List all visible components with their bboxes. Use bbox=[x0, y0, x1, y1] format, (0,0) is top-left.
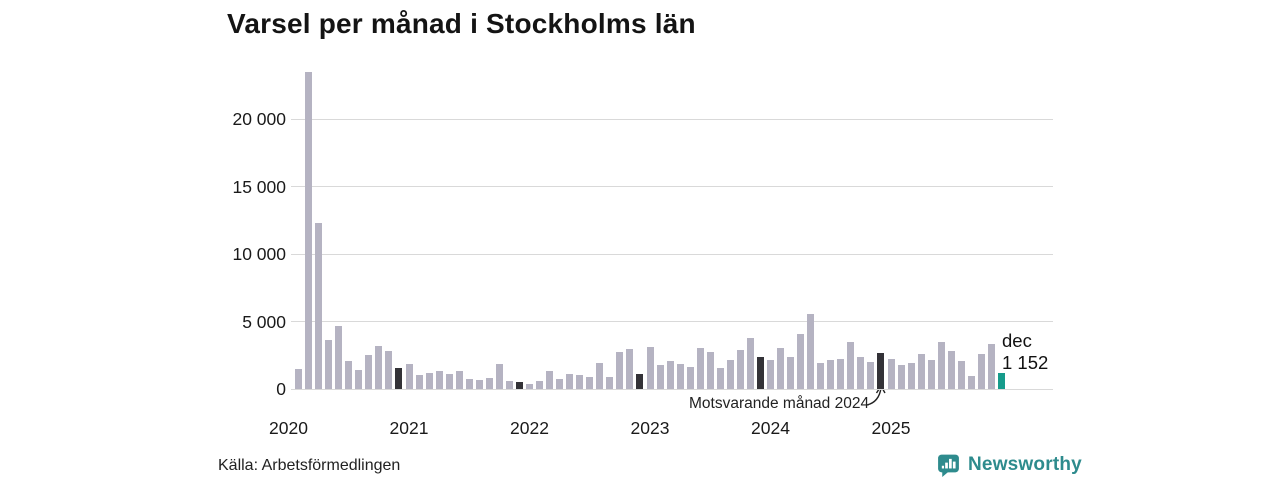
bar-2020-06 bbox=[335, 325, 343, 389]
bar-2023-02 bbox=[656, 364, 664, 389]
bar-2021-08 bbox=[475, 380, 483, 389]
bar-2023-11 bbox=[746, 337, 754, 389]
y-tick-label: 15 000 bbox=[232, 176, 286, 197]
bar-2025-06 bbox=[937, 341, 945, 390]
bar-2021-03 bbox=[425, 372, 433, 389]
newsworthy-bar-chart-bubble-icon bbox=[938, 454, 959, 477]
bar-2023-03 bbox=[666, 361, 674, 389]
y-tick-label: 5 000 bbox=[242, 311, 286, 332]
latest-value-label: dec 1 152 bbox=[1002, 330, 1048, 373]
bar-2024-06 bbox=[817, 363, 825, 389]
bar-2023-01 bbox=[646, 346, 654, 389]
bar-2022-07 bbox=[586, 376, 594, 390]
bar-2025-02 bbox=[897, 365, 905, 389]
bar-2022-02 bbox=[536, 380, 543, 389]
bar-2021-04 bbox=[435, 371, 443, 389]
bar-2023-07 bbox=[706, 351, 714, 389]
bar-2023-04 bbox=[676, 364, 684, 389]
bar-2021-01 bbox=[405, 364, 413, 389]
bar-2023-05 bbox=[686, 367, 694, 389]
bar-2023-08 bbox=[716, 368, 724, 389]
source-note: Källa: Arbetsförmedlingen bbox=[218, 457, 401, 474]
bar-2024-08 bbox=[837, 359, 845, 389]
bar-2022-09 bbox=[606, 377, 614, 389]
bar-2024-02 bbox=[777, 347, 784, 389]
bar-2021-02 bbox=[415, 374, 423, 389]
bar-2024-10 bbox=[857, 356, 865, 389]
bar-2020-11 bbox=[385, 351, 393, 389]
bar-2021-07 bbox=[465, 379, 473, 389]
bar-2023-09 bbox=[726, 360, 734, 389]
bar-2020-10 bbox=[375, 345, 383, 389]
x-tick-label-2020: 2020 bbox=[269, 418, 308, 438]
bar-2024-11 bbox=[867, 362, 875, 389]
y-tick-label: 10 000 bbox=[232, 244, 286, 264]
gridline-20000 bbox=[291, 118, 1053, 120]
brand-logo[interactable]: Newsworthy bbox=[936, 452, 1082, 477]
bar-2024-12 bbox=[877, 353, 885, 389]
bar-2024-01 bbox=[767, 360, 774, 389]
gridline-0 bbox=[291, 388, 1053, 390]
bar-2024-09 bbox=[847, 342, 855, 389]
bar-2020-04 bbox=[315, 222, 323, 389]
bar-2022-10 bbox=[616, 351, 624, 389]
bar-2025-04 bbox=[917, 353, 925, 389]
bar-2020-03 bbox=[305, 71, 312, 390]
bar-2020-12 bbox=[395, 368, 403, 389]
bar-2022-03 bbox=[546, 371, 553, 389]
bar-2021-11 bbox=[505, 380, 513, 389]
bar-2021-12 bbox=[515, 382, 523, 390]
latest-month-text: dec bbox=[1002, 330, 1032, 351]
bar-2024-07 bbox=[827, 360, 835, 389]
x-tick-label-2022: 2022 bbox=[510, 418, 549, 438]
bar-2023-10 bbox=[736, 349, 744, 389]
bar-2022-08 bbox=[596, 362, 604, 389]
bar-2022-05 bbox=[566, 373, 574, 389]
bar-2022-04 bbox=[556, 379, 564, 389]
x-tick-label-2025: 2025 bbox=[871, 418, 911, 438]
bar-2022-12 bbox=[636, 373, 644, 389]
bar-2024-05 bbox=[807, 314, 815, 389]
gridline-15000 bbox=[291, 186, 1053, 187]
brand-name: Newsworthy bbox=[968, 453, 1082, 475]
bar-2024-03 bbox=[787, 356, 795, 389]
y-tick-label: 20 000 bbox=[232, 109, 286, 129]
bar-2024-04 bbox=[797, 333, 805, 389]
gridline-5000 bbox=[291, 321, 1053, 322]
x-tick-label-2024: 2024 bbox=[751, 418, 790, 438]
bar-2021-05 bbox=[445, 374, 453, 389]
bar-2020-02 bbox=[295, 368, 302, 390]
bar-2025-09 bbox=[967, 376, 975, 389]
bar-2021-09 bbox=[485, 378, 493, 389]
bar-2020-08 bbox=[355, 370, 363, 389]
bar-2022-01 bbox=[526, 383, 533, 389]
y-tick-label: 0 bbox=[276, 379, 286, 399]
annotation-label: Motsvarande månad 2024 bbox=[689, 395, 870, 412]
bar-2021-06 bbox=[455, 371, 463, 389]
bar-2023-06 bbox=[696, 347, 704, 389]
latest-value-text: 1 152 bbox=[1002, 351, 1049, 373]
bar-2025-03 bbox=[907, 362, 915, 389]
bar-2023-12 bbox=[756, 357, 764, 389]
bar-2025-10 bbox=[977, 353, 985, 389]
bar-2025-05 bbox=[927, 360, 935, 389]
x-tick-label-2021: 2021 bbox=[389, 418, 429, 438]
bar-2025-07 bbox=[947, 350, 955, 389]
bar-2020-07 bbox=[345, 360, 353, 389]
bar-2022-06 bbox=[576, 374, 584, 389]
bar-2025-08 bbox=[957, 361, 965, 389]
bar-2025-12 bbox=[997, 373, 1005, 389]
bar-2021-10 bbox=[495, 364, 503, 389]
chart-title: Varsel per månad i Stockholms län bbox=[227, 8, 696, 39]
bar-2020-05 bbox=[325, 339, 333, 389]
bar-2025-11 bbox=[987, 344, 995, 389]
bar-2020-09 bbox=[365, 355, 373, 390]
x-tick-label-2023: 2023 bbox=[630, 418, 670, 438]
bar-2025-01 bbox=[887, 359, 895, 389]
bar-2022-11 bbox=[626, 349, 634, 389]
gridline-10000 bbox=[291, 253, 1053, 255]
